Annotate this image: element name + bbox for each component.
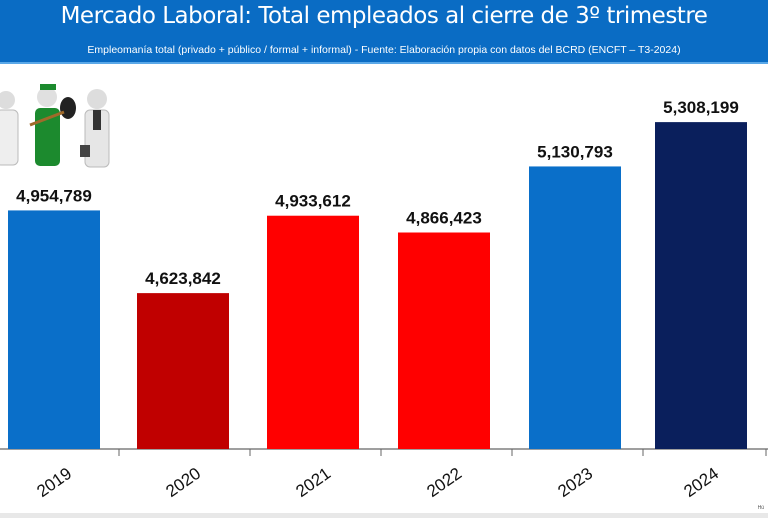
x-tick-label: 2023 [554,464,596,501]
workers-clipart [0,84,110,168]
bar-2023 [529,166,621,449]
x-tick-label: 2022 [423,464,465,501]
x-tick-label: 2021 [292,464,334,501]
x-tick-label: 2020 [162,464,204,501]
data-label: 4,866,423 [406,209,482,228]
bars-group: 4,954,789 2019 4,623,842 2020 4,933,612 2021 4… [8,98,767,501]
data-label: 4,933,612 [275,192,351,211]
chart-subtitle: Empleomanía total (privado + público / f… [87,44,681,56]
bar-2022 [398,232,490,449]
businessman-figure-icon [80,89,110,168]
data-label: 5,308,199 [663,98,739,117]
credit-text: Hü [757,505,764,511]
header-banner: Mercado Laboral: Total empleados al cier… [0,0,768,64]
data-label: 5,130,793 [537,142,613,161]
bar-2021 [267,215,359,449]
bar-2019 [8,210,100,449]
bar-2024 [655,122,747,449]
data-label: 4,954,789 [16,186,92,205]
bar-2020 [137,293,229,449]
x-tick-label: 2019 [33,464,75,501]
bottom-strip [0,513,768,518]
data-label: 4,623,842 [145,269,221,288]
chart-title: Mercado Laboral: Total empleados al cier… [60,3,708,29]
doctor-figure-icon [0,91,19,166]
worker-figure-icon [29,84,76,166]
x-tick-label: 2024 [680,464,722,501]
